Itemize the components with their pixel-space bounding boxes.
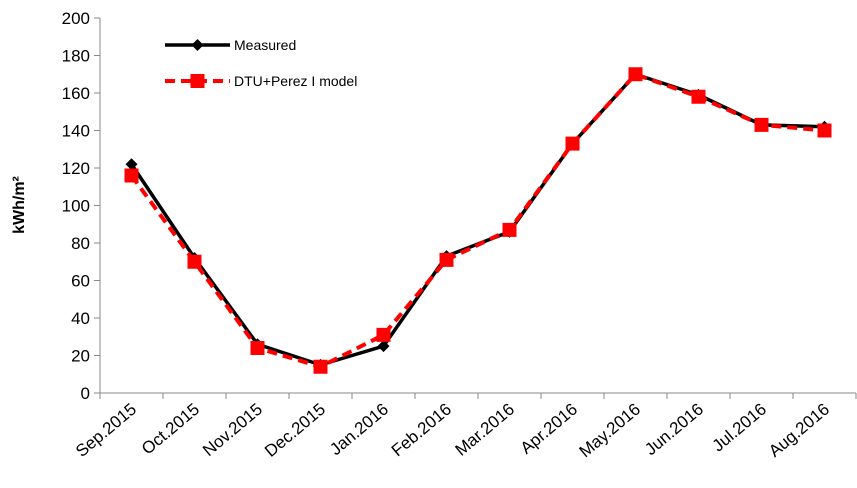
y-tick-label: 60	[71, 272, 90, 291]
marker	[190, 74, 205, 88]
y-tick-label: 160	[62, 84, 90, 103]
y-tick-label: 200	[62, 9, 90, 28]
marker	[124, 168, 139, 183]
x-tick-label: Jun.2016	[641, 400, 707, 460]
marker	[191, 39, 204, 51]
y-tick-label: 100	[62, 197, 90, 216]
y-tick-label: 120	[62, 159, 90, 178]
x-tick-label: Feb.2016	[388, 400, 455, 461]
marker	[565, 136, 580, 151]
x-tick-label: Jan.2016	[326, 400, 392, 460]
marker	[817, 123, 832, 138]
x-tick-label: May.2016	[576, 400, 644, 462]
x-tick-label: Mar.2016	[452, 400, 519, 460]
series-line	[129, 72, 825, 369]
x-tick-label: Apr.2016	[517, 400, 581, 458]
marker	[125, 158, 138, 171]
y-axis-label: kWh/m²	[11, 176, 28, 234]
y-tick-label: 20	[71, 347, 90, 366]
series-line	[130, 72, 825, 367]
x-tick-label: Nov.2015	[199, 400, 266, 461]
x-tick-label: Aug.2016	[765, 400, 833, 461]
x-tick-label: Dec.2015	[261, 400, 329, 461]
marker	[377, 340, 390, 353]
x-tick-label: Sep.2015	[72, 400, 140, 461]
x-tick-label: Jul.2016	[709, 400, 770, 456]
marker	[376, 327, 391, 342]
y-tick-label: 140	[62, 122, 90, 141]
y-tick-label: 80	[71, 234, 90, 253]
marker	[250, 341, 265, 355]
x-tick-label: Oct.2015	[138, 400, 203, 459]
y-tick-label: 180	[62, 47, 90, 66]
marker	[439, 252, 454, 267]
marker	[628, 67, 643, 82]
marker	[502, 222, 517, 237]
marker	[691, 89, 706, 104]
legend-label: Measured	[234, 37, 296, 53]
marker	[313, 359, 328, 374]
legend-label: DTU+Perez I model	[234, 73, 357, 89]
marker	[187, 254, 202, 269]
y-tick-label: 0	[81, 384, 90, 403]
y-tick-label: 40	[71, 309, 90, 328]
marker	[754, 117, 769, 132]
